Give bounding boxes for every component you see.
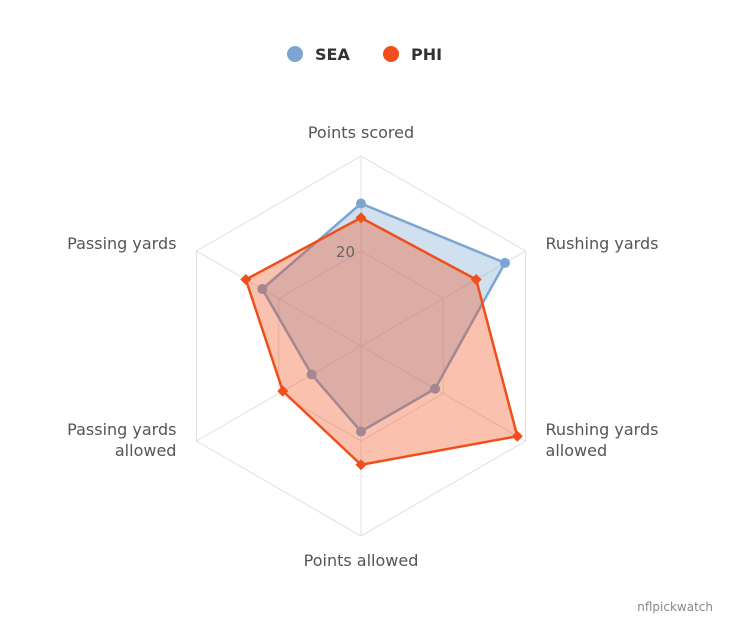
legend-label-phi: PHI bbox=[411, 45, 442, 64]
legend-marker-phi bbox=[383, 46, 399, 62]
legend-item-phi[interactable]: PHI bbox=[383, 45, 442, 64]
series-phi[interactable] bbox=[240, 212, 523, 471]
legend-label-sea: SEA bbox=[315, 45, 350, 64]
legend-item-sea[interactable]: SEA bbox=[287, 45, 350, 64]
point-sea-rushing-yards-allowed[interactable] bbox=[430, 383, 441, 394]
spoke-rushing-yards-allowed bbox=[360, 345, 526, 442]
point-sea-rushing-yards[interactable] bbox=[499, 257, 510, 268]
point-phi-passing-yards[interactable] bbox=[240, 274, 252, 285]
point-phi-passing-yards-allowed[interactable] bbox=[277, 385, 289, 397]
credit-text[interactable]: nflpickwatch bbox=[637, 600, 713, 614]
point-sea-points-scored[interactable] bbox=[356, 198, 366, 209]
axis-label-points-allowed: Points allowed bbox=[304, 551, 419, 570]
area-sea bbox=[262, 203, 505, 432]
area-phi bbox=[245, 217, 518, 465]
point-phi-rushing-yards-allowed[interactable] bbox=[511, 430, 523, 442]
axis-label-passing-yards-allowed: Passing yards allowed bbox=[67, 420, 176, 460]
spoke-passing-yards bbox=[196, 250, 362, 347]
spoke-rushing-yards bbox=[360, 250, 526, 347]
point-phi-points-allowed[interactable] bbox=[355, 459, 367, 471]
point-phi-points-scored[interactable] bbox=[355, 212, 367, 224]
axis-labels: Points scored Rushing yards Rushing yards a… bbox=[67, 123, 658, 570]
point-phi-rushing-yards[interactable] bbox=[470, 274, 482, 285]
series-layer: 20 bbox=[240, 198, 523, 471]
axis-label-rushing-yards-allowed: Rushing yards allowed bbox=[546, 420, 659, 460]
radar-grid bbox=[195, 155, 527, 537]
axis-label-points-scored: Points scored bbox=[308, 123, 414, 142]
legend-marker-sea bbox=[287, 46, 303, 62]
legend[interactable]: SEA PHI bbox=[287, 45, 442, 64]
point-sea-points-allowed[interactable] bbox=[356, 426, 366, 437]
axis-label-rushing-yards: Rushing yards bbox=[546, 234, 659, 253]
point-sea-passing-yards-allowed[interactable] bbox=[306, 369, 317, 380]
axis-label-passing-yards: Passing yards bbox=[67, 234, 176, 253]
spoke-passing-yards-allowed bbox=[196, 345, 362, 442]
tick-label-20: 20 bbox=[336, 243, 355, 261]
point-sea-passing-yards[interactable] bbox=[257, 284, 268, 294]
series-sea[interactable] bbox=[257, 198, 510, 437]
